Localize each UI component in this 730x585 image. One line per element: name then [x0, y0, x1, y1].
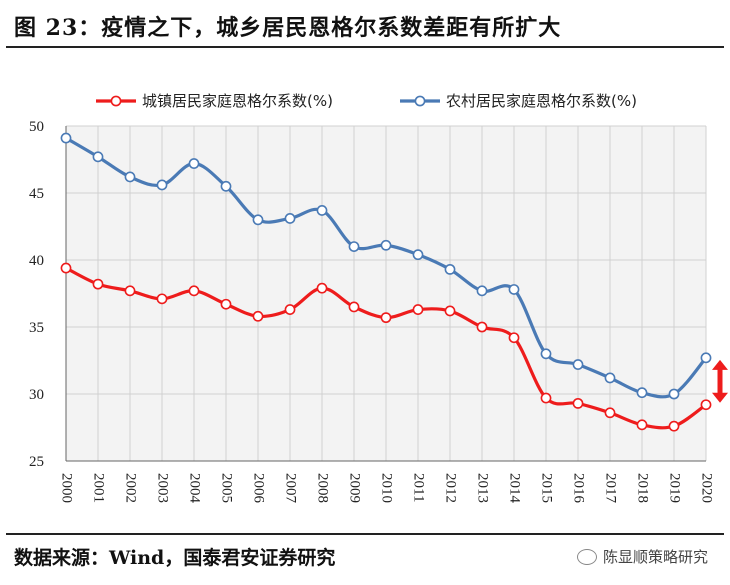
- y-tick-label: 50: [29, 119, 44, 135]
- x-tick-label: 2019: [667, 473, 683, 503]
- figure-title: 图 23：疫情之下，城乡居民恩格尔系数差距有所扩大: [14, 15, 562, 41]
- x-tick-label: 2004: [187, 473, 203, 504]
- legend-label: 农村居民家庭恩格尔系数(%): [446, 92, 637, 110]
- y-tick-label: 40: [29, 253, 44, 269]
- rural-data-point: [700, 352, 712, 364]
- rural-data-point: [572, 359, 584, 370]
- x-tick-label: 2009: [347, 473, 363, 503]
- urban-data-point: [252, 310, 264, 322]
- x-tick-label: 2003: [155, 473, 171, 503]
- source-note: 数据来源：Wind，国泰君安证券研究: [14, 547, 336, 569]
- legend-label: 城镇居民家庭恩格尔系数(%): [142, 92, 333, 110]
- urban-data-point: [60, 262, 72, 274]
- legend-swatch-marker: [110, 95, 122, 107]
- x-tick-label: 2017: [603, 473, 619, 504]
- rural-data-point: [124, 171, 136, 183]
- urban-data-point: [604, 407, 616, 419]
- rural-data-point: [316, 205, 328, 216]
- urban-data-point: [636, 419, 648, 431]
- x-tick-label: 2006: [251, 473, 267, 504]
- rural-data-point: [476, 285, 488, 297]
- urban-data-point: [188, 285, 200, 297]
- urban-data-point: [572, 397, 584, 409]
- x-tick-label: 2014: [507, 473, 523, 504]
- x-tick-label: 2010: [379, 473, 395, 503]
- urban-data-point: [92, 278, 104, 290]
- urban-data-point: [444, 305, 456, 317]
- watermark: 陈显顺策略研究: [576, 546, 708, 567]
- y-tick-label: 30: [29, 387, 44, 403]
- urban-data-point: [220, 298, 232, 310]
- rural-data-point: [252, 214, 264, 226]
- urban-data-point: [508, 332, 520, 344]
- rural-data-point: [220, 180, 232, 192]
- x-tick-label: 2000: [59, 473, 75, 503]
- urban-data-point: [348, 301, 360, 313]
- x-tick-label: 2012: [443, 473, 459, 503]
- rural-data-point: [92, 151, 104, 163]
- rural-data-point: [60, 132, 72, 144]
- gap-arrow-head-down: [712, 392, 728, 403]
- x-tick-label: 2005: [219, 473, 235, 503]
- rural-data-point: [540, 348, 552, 360]
- gap-arrow-head-up: [712, 359, 728, 370]
- x-tick-label: 2002: [123, 473, 139, 503]
- urban-data-point: [540, 392, 552, 404]
- rural-data-point: [380, 239, 392, 251]
- rural-data-point: [348, 241, 360, 252]
- y-tick-label: 35: [29, 320, 44, 336]
- rural-data-point: [284, 213, 296, 224]
- urban-data-point: [668, 420, 680, 432]
- y-tick-label: 45: [29, 186, 44, 202]
- watermark-text: 陈显顺策略研究: [602, 548, 708, 566]
- title-rule: [6, 46, 724, 48]
- source-rule: [6, 533, 724, 535]
- x-tick-label: 2001: [91, 473, 107, 503]
- rural-data-point: [188, 158, 200, 169]
- rural-data-point: [444, 263, 456, 275]
- urban-data-point: [412, 304, 424, 315]
- rural-data-point: [668, 388, 680, 400]
- urban-data-point: [124, 285, 136, 297]
- rural-data-point: [412, 249, 424, 261]
- y-tick-label: 25: [29, 454, 44, 470]
- x-tick-label: 2020: [699, 473, 715, 503]
- rural-data-point: [508, 284, 520, 295]
- urban-data-point: [380, 312, 392, 324]
- urban-data-point: [316, 282, 328, 294]
- rural-data-point: [156, 179, 168, 191]
- wechat-icon: [576, 548, 597, 565]
- x-tick-label: 2011: [411, 473, 427, 502]
- rural-data-point: [604, 372, 616, 384]
- urban-data-point: [284, 304, 296, 315]
- x-tick-label: 2015: [539, 473, 555, 503]
- x-tick-label: 2007: [283, 473, 299, 504]
- urban-data-point: [156, 293, 168, 305]
- legend-swatch-marker: [414, 95, 426, 107]
- rural-data-point: [636, 387, 648, 399]
- urban-data-point: [700, 399, 712, 411]
- x-tick-label: 2016: [571, 473, 587, 504]
- urban-data-point: [476, 321, 488, 333]
- x-tick-label: 2018: [635, 473, 651, 503]
- x-tick-label: 2008: [315, 473, 331, 503]
- x-tick-label: 2013: [475, 473, 491, 503]
